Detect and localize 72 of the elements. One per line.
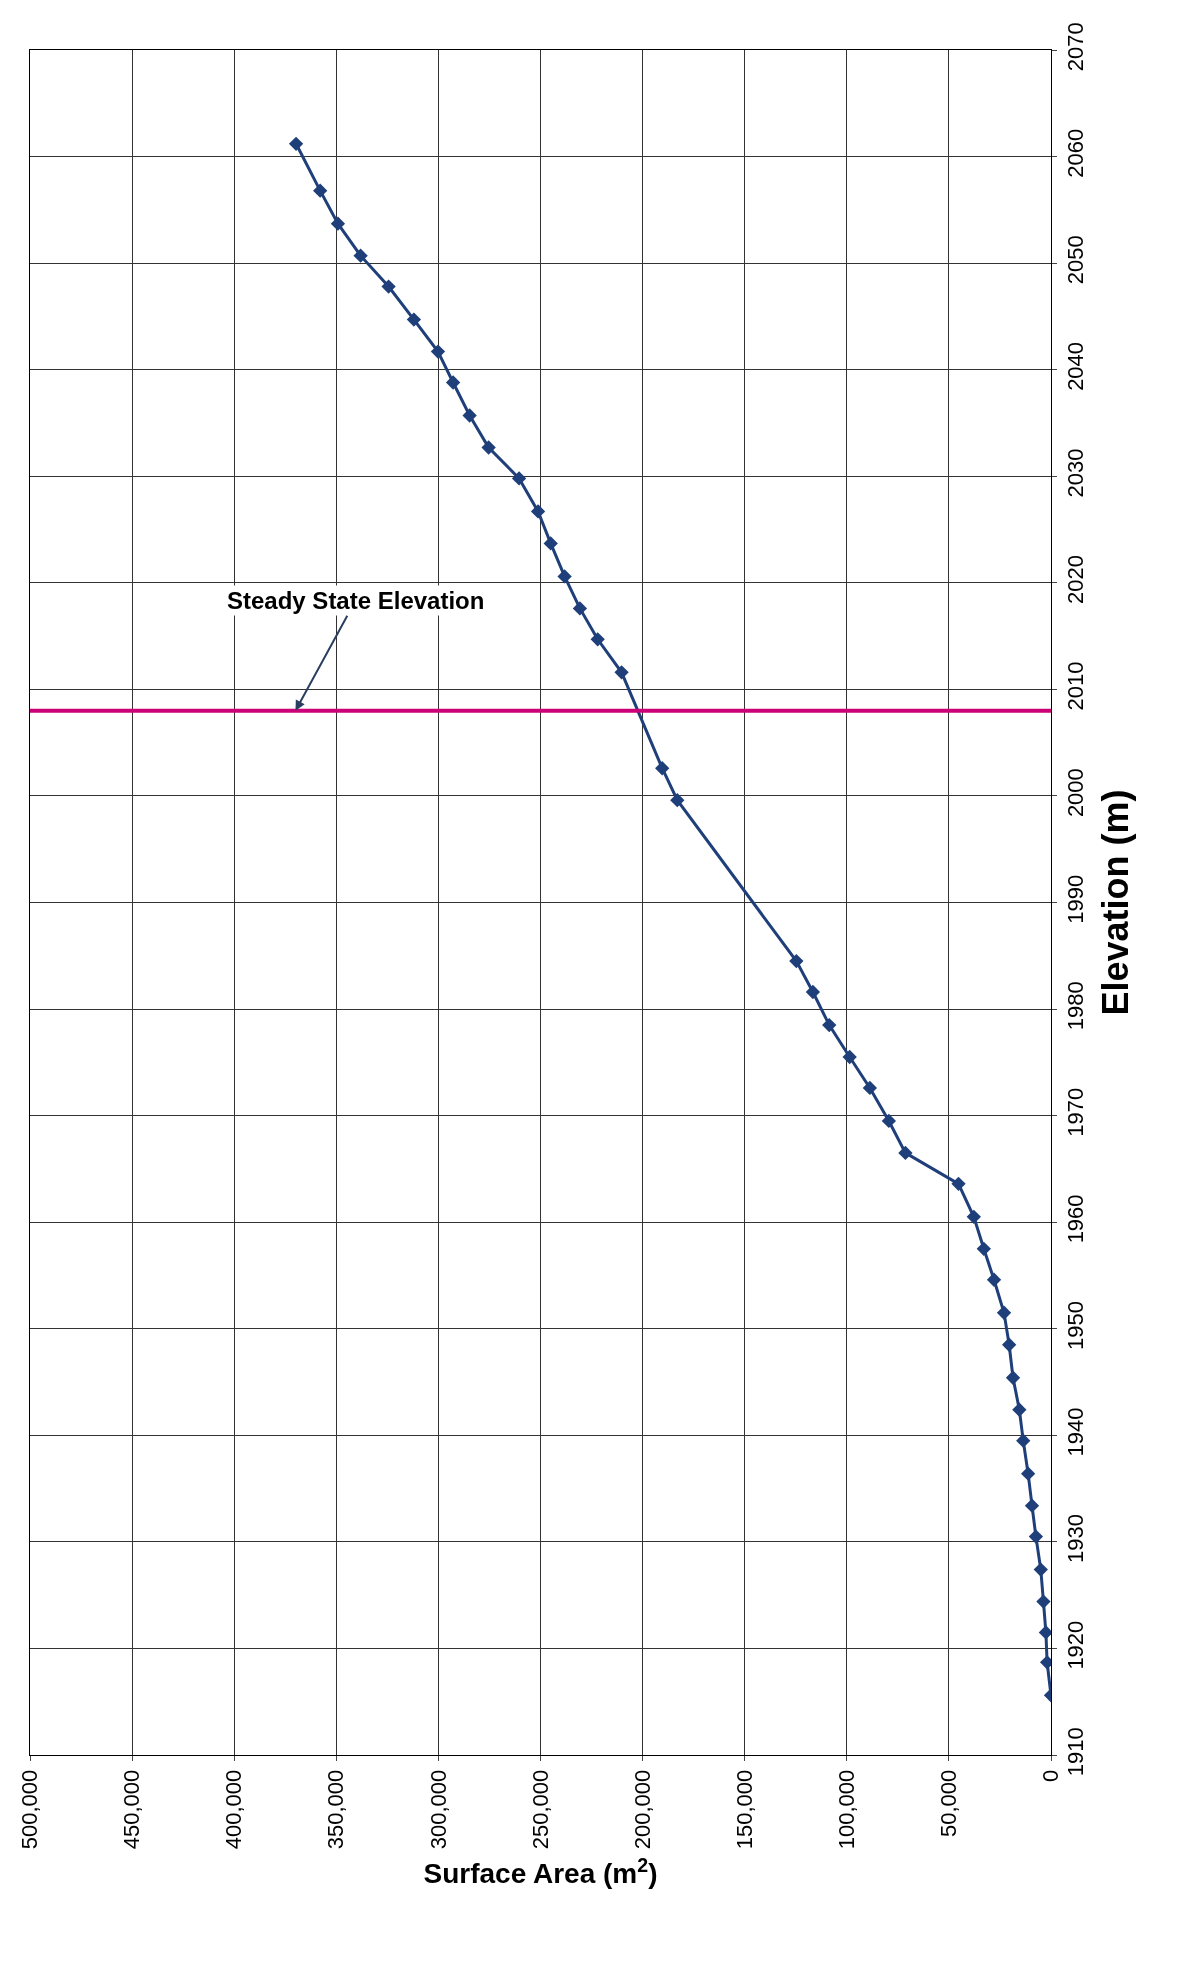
- point: [614, 665, 629, 680]
- point: [1001, 1337, 1017, 1352]
- x-tick-label: 200,000: [629, 1769, 655, 1850]
- point: [288, 136, 304, 151]
- point: [530, 504, 546, 519]
- y-tick-label: 1910: [1063, 1727, 1089, 1777]
- point: [511, 471, 527, 486]
- point: [1036, 1594, 1051, 1609]
- y-tick-label: 2060: [1063, 128, 1089, 178]
- y-tick-label: 2030: [1063, 448, 1089, 498]
- point: [986, 1272, 1002, 1287]
- point: [951, 1176, 966, 1191]
- point: [881, 1113, 897, 1129]
- point: [670, 793, 685, 808]
- point: [590, 632, 605, 647]
- y-tick-label: 1990: [1063, 874, 1089, 924]
- point: [1038, 1625, 1051, 1640]
- y-tick-label: 1920: [1063, 1620, 1089, 1670]
- point: [313, 183, 328, 198]
- point: [330, 216, 346, 231]
- x-tick-label: 150,000: [731, 1769, 757, 1850]
- y-tick-label: 2070: [1063, 22, 1089, 72]
- x-tick-label: 400,000: [221, 1769, 247, 1850]
- x-tick-label: 350,000: [323, 1769, 349, 1850]
- x-tick-label: 500,000: [17, 1769, 43, 1850]
- y-tick-label: 1930: [1063, 1514, 1089, 1564]
- y-axis-title: Elevation (m): [1095, 789, 1137, 1016]
- y-tick-label: 2000: [1063, 768, 1089, 818]
- point: [1005, 1370, 1021, 1385]
- point: [557, 569, 572, 584]
- point: [1016, 1433, 1031, 1448]
- y-tick-label: 2020: [1063, 555, 1089, 604]
- x-tick-label: 50,000: [936, 1769, 962, 1838]
- point: [543, 536, 558, 551]
- y-tick-label: 1970: [1063, 1087, 1089, 1137]
- point: [430, 344, 446, 359]
- point: [381, 279, 396, 294]
- point: [1024, 1498, 1040, 1513]
- point: [1020, 1466, 1036, 1481]
- y-tick-label: 1980: [1063, 981, 1089, 1031]
- y-tick-label: 2050: [1063, 235, 1089, 285]
- x-tick-label: 100,000: [833, 1769, 859, 1850]
- point: [898, 1145, 913, 1161]
- x-tick-label: 300,000: [425, 1769, 451, 1850]
- x-tick-label: 450,000: [119, 1769, 145, 1850]
- x-axis-title: Surface Area (m$^{2}$): [423, 1853, 658, 1890]
- point: [842, 1049, 857, 1065]
- y-tick-label: 1960: [1063, 1194, 1089, 1244]
- point: [1028, 1529, 1044, 1544]
- point: [572, 601, 588, 616]
- point: [445, 375, 461, 390]
- point: [462, 408, 477, 423]
- y-tick-label: 1940: [1063, 1407, 1089, 1457]
- point: [481, 440, 496, 455]
- point: [789, 953, 804, 969]
- point: [862, 1080, 878, 1096]
- point: [996, 1305, 1012, 1320]
- y-tick-label: 1950: [1063, 1300, 1089, 1350]
- annotation: Steady State Elevation: [227, 587, 485, 614]
- point: [976, 1241, 991, 1256]
- x-tick-label: 250,000: [527, 1769, 553, 1850]
- x-tick-label: 0: [1038, 1769, 1064, 1783]
- y-tick-label: 2040: [1063, 341, 1089, 391]
- point: [822, 1017, 837, 1033]
- point: [805, 984, 821, 1000]
- point: [1012, 1402, 1027, 1417]
- y-tick-label: 2010: [1063, 661, 1089, 711]
- point: [655, 761, 670, 776]
- point: [966, 1209, 981, 1225]
- point: [406, 312, 422, 327]
- point: [353, 248, 368, 263]
- point: [1033, 1562, 1048, 1577]
